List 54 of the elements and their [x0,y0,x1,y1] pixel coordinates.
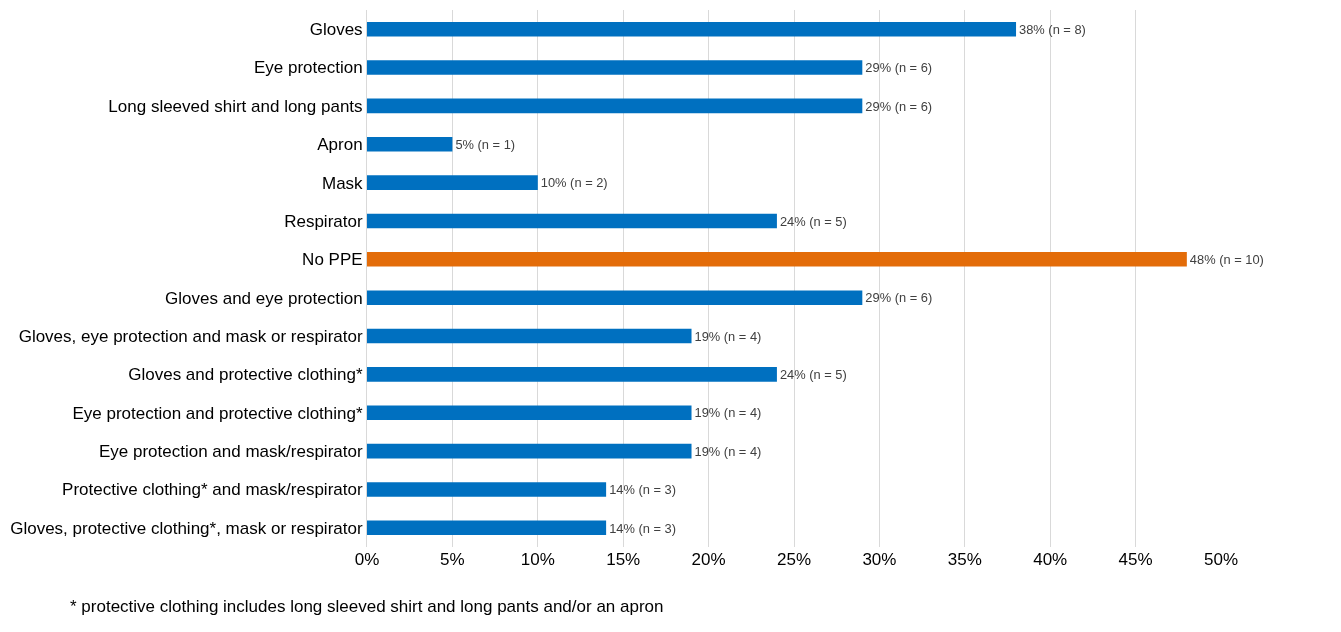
data-label: 48% (n = 10) [1189,252,1264,268]
y-tick-label: Apron [317,135,363,155]
bar [367,290,863,305]
y-tick-label: Gloves, eye protection and mask or respirator [18,326,363,346]
bar [367,520,607,536]
x-tick-label: 5% [440,550,465,569]
y-tick-label: Respirator [284,211,363,231]
data-label: 24% (n = 5) [779,213,847,229]
bar [367,328,692,344]
bar [367,60,863,75]
data-label: 29% (n = 6) [865,290,933,306]
y-tick-label: Gloves, protective clothing*, mask or respirator [10,518,363,538]
data-label: 14% (n = 3) [609,520,676,536]
y-tick-label: Gloves [309,20,363,40]
y-tick-label: No PPE [302,250,363,270]
data-label: 29% (n = 6) [865,98,933,114]
bar [367,482,607,497]
x-tick-label: 45% [1118,550,1153,569]
data-label: 38% (n = 8) [1019,21,1086,37]
x-tick-label: 50% [1203,550,1239,569]
y-tick-label: Eye protection [253,58,363,78]
y-tick-label: Eye protection and protective clothing* [72,403,363,423]
data-label: 24% (n = 5) [779,367,847,383]
y-tick-label: Long sleeved shirt and long pants [108,96,363,116]
x-tick-label: 10% [520,550,555,569]
data-label: 19% (n = 4) [694,443,762,459]
x-tick-label: 25% [776,550,812,569]
data-label: 14% (n = 3) [609,482,676,498]
data-label: 10% (n = 2) [540,175,608,191]
y-tick-label: Mask [321,173,364,193]
x-tick-label: 0% [354,550,380,569]
x-tick-label: 20% [691,550,726,569]
bar [367,213,777,229]
data-label: 5% (n = 1) [455,136,516,152]
x-tick-label: 30% [862,550,897,569]
bar [367,136,453,152]
x-tick-label: 15% [606,550,641,569]
bar [367,405,692,421]
y-tick-label: Gloves and protective clothing* [128,365,363,385]
bar [367,21,1017,37]
data-label: 29% (n = 6) [865,60,933,76]
bar [367,175,538,190]
y-tick-label: Eye protection and mask/respirator [98,442,363,462]
bar [367,367,777,382]
data-label: 19% (n = 4) [694,328,762,344]
y-tick-label: Gloves and eye protection [165,288,363,308]
y-tick-label: Protective clothing* and mask/respirator [62,480,363,500]
bar [367,443,692,459]
data-label: 19% (n = 4) [694,405,762,421]
bar [367,252,1187,267]
text: * protective clothing includes long sleeved shirt and long pants and/or an apron [70,597,664,616]
bar [367,98,863,114]
x-tick-label: 40% [1033,550,1068,569]
x-tick-label: 35% [947,550,982,569]
